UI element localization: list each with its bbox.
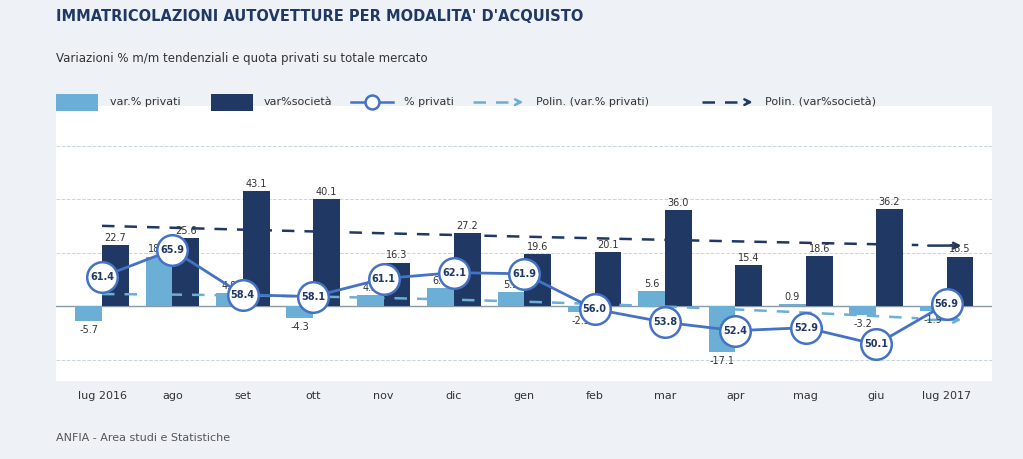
Text: 53.8: 53.8 xyxy=(653,317,677,327)
Text: -2.3: -2.3 xyxy=(572,316,590,326)
Text: 61.1: 61.1 xyxy=(371,274,396,284)
Text: 40.1: 40.1 xyxy=(316,187,338,197)
Text: 43.1: 43.1 xyxy=(246,179,267,189)
Bar xyxy=(780,304,806,306)
Text: ANFIA - Area studi e Statistiche: ANFIA - Area studi e Statistiche xyxy=(56,433,230,443)
Bar xyxy=(849,306,876,315)
Bar xyxy=(428,288,454,306)
Text: 6.7: 6.7 xyxy=(433,276,448,286)
Bar xyxy=(313,199,340,306)
Bar xyxy=(920,306,946,311)
Text: -17.1: -17.1 xyxy=(710,356,735,366)
Text: 58.4: 58.4 xyxy=(231,290,255,300)
Bar xyxy=(242,191,269,306)
Text: 5.3: 5.3 xyxy=(503,280,519,290)
Text: 4.9: 4.9 xyxy=(222,281,237,291)
Text: Polin. (var.% privati): Polin. (var.% privati) xyxy=(535,97,649,107)
Text: -4.3: -4.3 xyxy=(291,322,309,331)
Text: Variazioni % m/m tendenziali e quota privati su totale mercato: Variazioni % m/m tendenziali e quota pri… xyxy=(56,52,428,65)
Bar xyxy=(454,233,481,306)
Text: 20.1: 20.1 xyxy=(597,240,619,250)
Bar xyxy=(102,246,129,306)
Text: 18.5: 18.5 xyxy=(949,245,971,254)
Text: 58.1: 58.1 xyxy=(301,291,325,302)
Bar xyxy=(173,238,199,306)
Text: 22.7: 22.7 xyxy=(104,233,126,243)
Bar xyxy=(568,306,594,312)
Bar xyxy=(56,94,98,111)
Text: 27.2: 27.2 xyxy=(456,221,478,231)
Text: -1.9: -1.9 xyxy=(924,315,942,325)
Bar xyxy=(525,254,551,306)
Bar xyxy=(709,306,736,352)
Bar xyxy=(946,257,973,306)
Text: 52.9: 52.9 xyxy=(794,323,817,333)
Bar xyxy=(806,257,833,306)
Text: 56.0: 56.0 xyxy=(583,304,607,314)
Text: 18.6: 18.6 xyxy=(808,244,830,254)
Bar xyxy=(145,257,173,306)
Bar xyxy=(286,306,313,318)
Text: 18.5: 18.5 xyxy=(148,245,170,254)
Text: 25.6: 25.6 xyxy=(175,225,196,235)
Bar xyxy=(216,293,242,306)
Text: % privati: % privati xyxy=(404,97,454,107)
Text: 52.4: 52.4 xyxy=(723,326,748,336)
Text: -5.7: -5.7 xyxy=(79,325,98,336)
Bar xyxy=(665,210,692,306)
Text: 0.9: 0.9 xyxy=(785,291,800,302)
Text: 50.1: 50.1 xyxy=(864,340,888,349)
Bar xyxy=(876,209,903,306)
Bar xyxy=(594,252,621,306)
Text: 4.2: 4.2 xyxy=(362,283,377,293)
Text: 62.1: 62.1 xyxy=(442,268,465,278)
Bar xyxy=(76,306,102,321)
Text: 61.9: 61.9 xyxy=(513,269,536,279)
Text: 36.0: 36.0 xyxy=(668,198,690,208)
Text: 16.3: 16.3 xyxy=(387,250,407,260)
Bar xyxy=(211,94,253,111)
Text: Polin. (var%società): Polin. (var%società) xyxy=(765,97,876,107)
Bar xyxy=(736,265,762,306)
Text: 56.9: 56.9 xyxy=(935,299,959,309)
Bar xyxy=(497,292,525,306)
Text: 5.6: 5.6 xyxy=(644,279,660,289)
Text: var.% privati: var.% privati xyxy=(109,97,180,107)
Text: var%società: var%società xyxy=(264,97,332,107)
Bar xyxy=(384,263,410,306)
Text: -3.2: -3.2 xyxy=(853,319,873,329)
Text: 36.2: 36.2 xyxy=(879,197,900,207)
Text: 65.9: 65.9 xyxy=(161,245,184,255)
Text: IMMATRICOLAZIONI AUTOVETTURE PER MODALITA' D'ACQUISTO: IMMATRICOLAZIONI AUTOVETTURE PER MODALIT… xyxy=(56,9,584,24)
Bar xyxy=(357,295,384,306)
Text: 61.4: 61.4 xyxy=(90,272,114,282)
Bar xyxy=(638,291,665,306)
Text: 15.4: 15.4 xyxy=(738,253,759,263)
Text: 19.6: 19.6 xyxy=(527,241,548,252)
